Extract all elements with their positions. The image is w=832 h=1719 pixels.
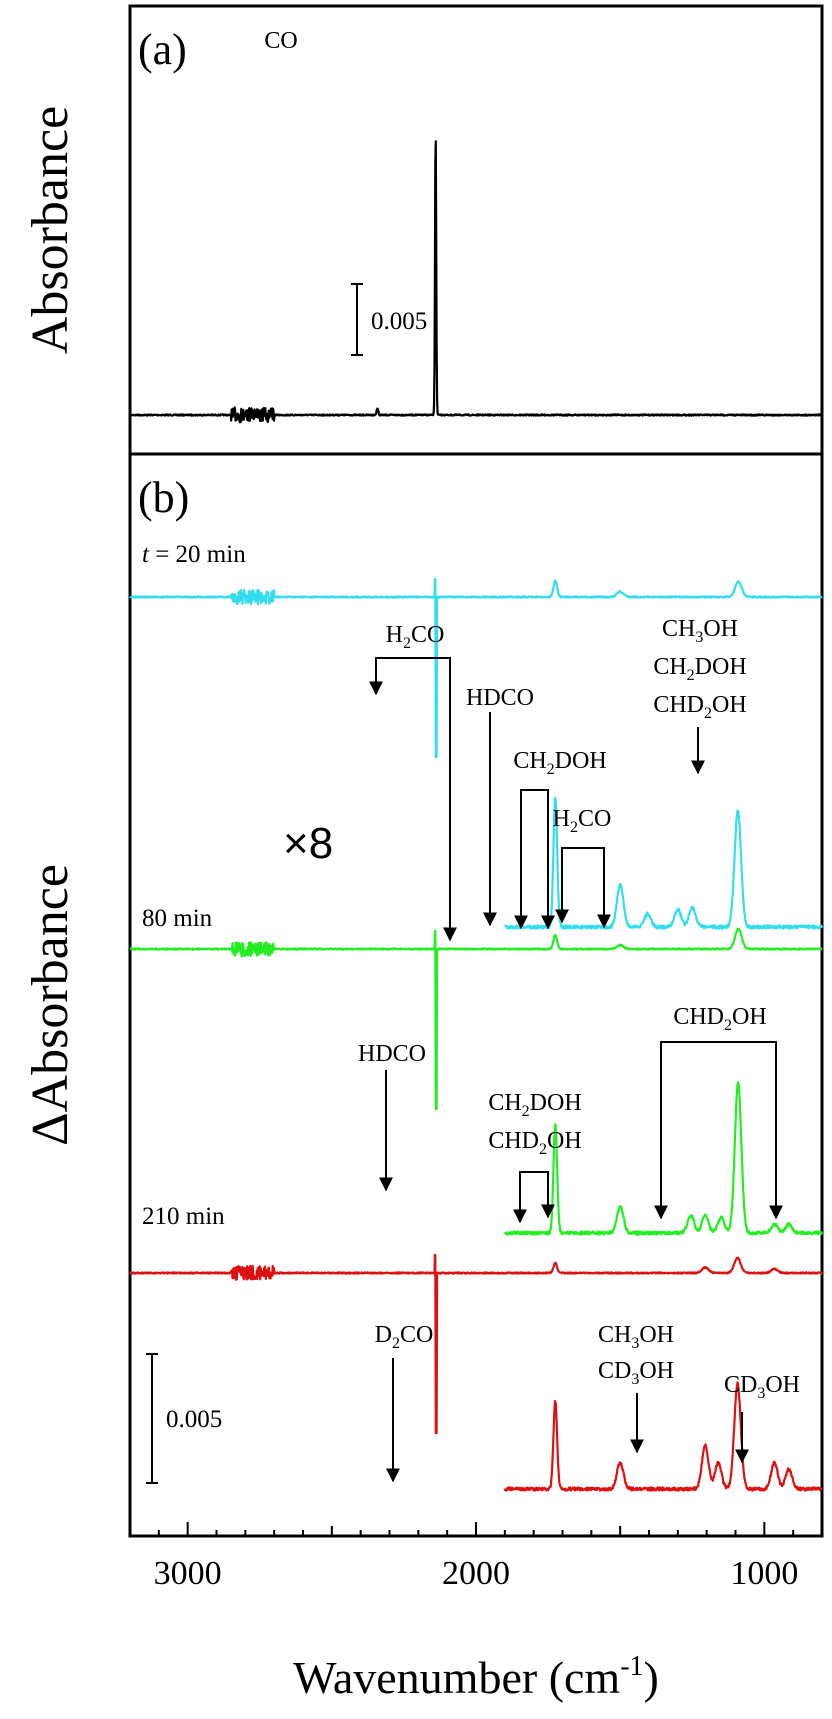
annotation-ch3oh-2: CH3OH: [598, 1322, 674, 1352]
chd2oh-1-a: CHD: [653, 692, 704, 718]
time-label-20min-rest: = 20 min: [149, 541, 246, 568]
time-label-210min: 210 min: [142, 1203, 225, 1230]
x-tick-label: 3000: [154, 1555, 222, 1592]
chd2oh-2-a: CHD: [488, 1128, 539, 1154]
annotations-210min: D2CO CH3OH CD3OH CD3OH: [375, 1322, 800, 1483]
ch3oh-2-a: CH: [598, 1322, 631, 1348]
bracket-ch2doh-1: [520, 789, 549, 920]
cd3oh-2-b: OH: [765, 1372, 800, 1398]
chd2oh-3-sub: 2: [724, 1017, 732, 1034]
spectrum-series-1-1: [504, 796, 823, 930]
chd2oh-1-b: OH: [712, 692, 747, 718]
h2co-1-a: H: [386, 622, 403, 648]
ch2doh-3-a: CH: [488, 1090, 521, 1116]
ch3oh-1-a: CH: [662, 616, 695, 642]
x-axis-label-close: ): [644, 1652, 659, 1703]
cd3oh-1-b: OH: [639, 1358, 674, 1384]
time-label-t: t: [142, 541, 150, 568]
cd3oh-1-sub: 3: [631, 1371, 639, 1388]
chd2oh-3-a: CHD: [673, 1004, 724, 1030]
x-axis-tick-labels: 3000 2000 1000: [154, 1555, 799, 1592]
h2co-2-b: CO: [578, 806, 611, 832]
time-label-20min: t = 20 min: [142, 541, 246, 568]
bracket-ch2doh-chd2oh: [519, 1171, 549, 1215]
ch2doh-1-b: DOH: [555, 748, 607, 774]
bracket-h2co-1: [375, 657, 451, 933]
cd3oh-2-a: CD: [724, 1372, 757, 1398]
bracket-h2co-2: [561, 847, 605, 920]
spectrum-series-1-5: [503, 1381, 823, 1492]
d2co-b: CO: [400, 1322, 433, 1348]
ch3oh-2-b: OH: [639, 1322, 674, 1348]
annotation-cd3oh-1: CD3OH: [598, 1358, 674, 1388]
annotation-d2co: D2CO: [375, 1322, 434, 1352]
panel-a-frame: [128, 4, 824, 456]
annotation-ch2doh-3: CH2DOH: [488, 1090, 581, 1120]
annotation-ch2doh-2: CH2DOH: [653, 654, 746, 684]
y-axis-label-a: Absorbance: [22, 106, 79, 354]
chd2oh-3-b: OH: [732, 1004, 767, 1030]
scale-bar-b-label: 0.005: [166, 1406, 222, 1433]
h2co-1-b: CO: [411, 622, 444, 648]
annotation-chd2oh-1: CHD2OH: [653, 692, 746, 722]
chd2oh-1-sub: 2: [704, 705, 712, 722]
x-axis-ticks: [129, 1522, 823, 1536]
annotation-cd3oh-2: CD3OH: [724, 1372, 800, 1402]
spectrum-series-1-2: [129, 927, 823, 1111]
series-layer: [128, 140, 824, 1492]
x-tick-label: 1000: [730, 1555, 798, 1592]
annotation-chd2oh-2: CHD2OH: [488, 1128, 581, 1158]
annotation-hdco-2: HDCO: [358, 1041, 426, 1067]
annotation-ch3oh-1: CH3OH: [662, 616, 738, 646]
d2co-a: D: [375, 1322, 392, 1348]
ch2doh-1-a: CH: [513, 748, 546, 774]
annotation-h2co-2: H2CO: [553, 806, 612, 836]
h2co-2-a: H: [553, 806, 570, 832]
x-axis-label-sup: -1: [620, 1651, 643, 1682]
chd2oh-2-sub: 2: [539, 1141, 547, 1158]
ch3oh-2-sub: 3: [631, 1335, 639, 1352]
ch2doh-3-sub: 2: [522, 1103, 530, 1120]
annotation-chd2oh-3: CHD2OH: [673, 1004, 766, 1034]
annotation-ch2doh-1: CH2DOH: [513, 748, 606, 778]
annotations-20min: H2CO HDCO CH2DOH H2CO CH3OH CH2DOH CHD2O…: [369, 616, 747, 942]
chd2oh-2-b: OH: [547, 1128, 582, 1154]
spectrum-series-0-0: [128, 140, 823, 424]
annotation-co: CO: [264, 28, 297, 54]
cd3oh-1-a: CD: [598, 1358, 631, 1384]
ch2doh-1-sub: 2: [547, 761, 555, 778]
ch2doh-2-a: CH: [653, 654, 686, 680]
scale-bar-a-label: 0.005: [371, 308, 427, 335]
d2co-sub: 2: [392, 1335, 400, 1352]
x-tick-label: 2000: [442, 1555, 510, 1592]
h2co-1-sub: 2: [403, 635, 411, 652]
panel-b-label: (b): [138, 473, 189, 522]
annotations-80min: HDCO CH2DOH CHD2OH CHD2OH: [358, 1004, 783, 1224]
time-label-80min: 80 min: [142, 905, 213, 932]
cd3oh-2-sub: 3: [757, 1385, 765, 1402]
ch2doh-3-b: DOH: [530, 1090, 582, 1116]
ch3oh-1-b: OH: [703, 616, 738, 642]
spectrum-series-1-4: [129, 1253, 824, 1435]
ch2doh-2-b: DOH: [695, 654, 747, 680]
y-axis-label-b: ΔAbsorbance: [22, 864, 79, 1146]
panel-a-label: (a): [138, 25, 187, 74]
spectrum-series-1-0: [129, 577, 823, 759]
h2co-2-sub: 2: [570, 819, 578, 836]
x-axis-label: Wavenumber (cm-1): [293, 1651, 659, 1703]
ch2doh-2-sub: 2: [687, 667, 695, 684]
bracket-chd2oh: [660, 1041, 777, 1210]
x-axis-label-base: Wavenumber (cm: [293, 1652, 620, 1703]
ch3oh-1-sub: 3: [695, 629, 703, 646]
annotation-h2co-1: H2CO: [386, 622, 445, 652]
annotation-hdco-1: HDCO: [466, 685, 534, 711]
spectrum-series-1-3: [503, 1081, 823, 1236]
multiplier-label: ×8: [283, 819, 333, 868]
